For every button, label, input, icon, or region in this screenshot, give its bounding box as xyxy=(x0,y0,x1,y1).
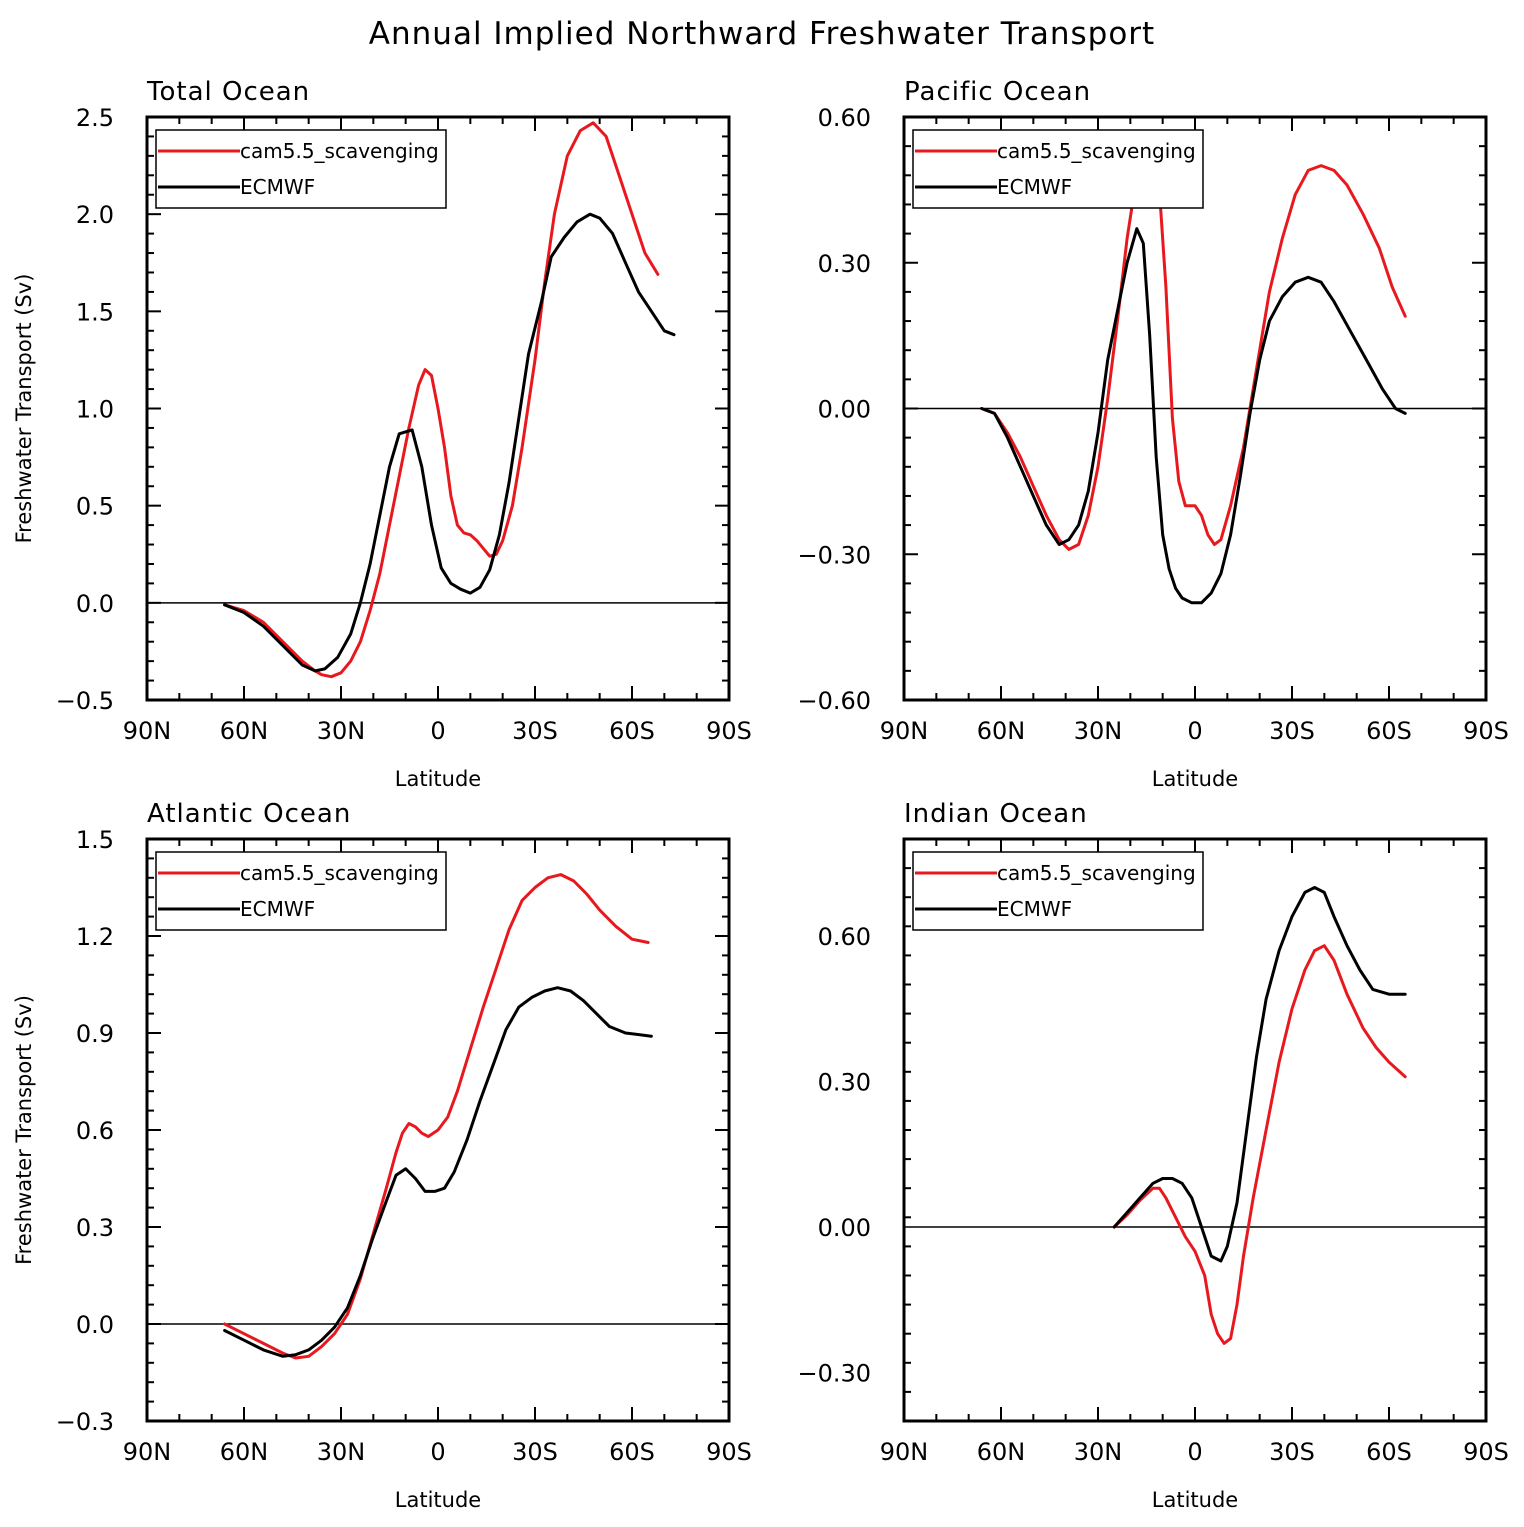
legend-box xyxy=(912,851,1204,931)
x-tick-label: 60N xyxy=(977,717,1026,745)
plot-frame xyxy=(902,837,1488,1423)
legend: cam5.5_scavenging ECMWF xyxy=(912,129,1204,209)
y-tick-label: 1.5 xyxy=(76,298,114,326)
x-tick-label: 90S xyxy=(706,717,752,745)
ecmwf-line xyxy=(1112,886,1407,1263)
x-tick-label: 90S xyxy=(1463,1438,1509,1466)
legend-label-ecmwf: ECMWF xyxy=(997,175,1072,199)
x-tick-label: 0 xyxy=(430,1438,445,1466)
x-tick-label: 90N xyxy=(880,1438,929,1466)
y-tick-label: 0.0 xyxy=(76,590,114,618)
y-tick-label: 0.5 xyxy=(76,493,114,521)
y-axis-label: Freshwater Transport (Sv) xyxy=(12,995,36,1265)
x-tick-label: 90N xyxy=(123,717,172,745)
legend-label-cam5-5-scavenging: cam5.5_scavenging xyxy=(240,139,439,163)
legend: cam5.5_scavenging ECMWF xyxy=(155,851,447,931)
total-ocean-panel: Total Ocean 90N 60N 30N 0 30S 60S 90S −0.5 0.0 0.5… xyxy=(12,77,752,791)
x-tick-label: 30N xyxy=(317,1438,366,1466)
y-tick-label: 0.6 xyxy=(76,1117,114,1145)
y-tick-label: −0.5 xyxy=(56,687,114,715)
x-tick-label: 60S xyxy=(1366,1438,1412,1466)
x-tick-label: 0 xyxy=(430,717,445,745)
plot-frame xyxy=(145,115,731,702)
x-axis-label: Latitude xyxy=(1152,1488,1238,1512)
y-tick-label: 0.3 xyxy=(76,1214,114,1242)
y-tick-label: 0.00 xyxy=(818,396,871,424)
ecmwf-line xyxy=(223,212,676,673)
x-tick-label: 30S xyxy=(1269,1438,1315,1466)
legend: cam5.5_scavenging ECMWF xyxy=(155,129,447,209)
plot-frame xyxy=(145,837,731,1423)
cam5-5-scavenging-line xyxy=(1112,944,1407,1345)
plot-frame xyxy=(902,115,1488,702)
x-tick-label: 90S xyxy=(1463,717,1509,745)
legend-label-cam5-5-scavenging: cam5.5_scavenging xyxy=(240,861,439,885)
y-tick-label: 0.60 xyxy=(818,104,871,132)
panel-title: Pacific Ocean xyxy=(904,77,1091,107)
legend: cam5.5_scavenging ECMWF xyxy=(912,851,1204,931)
x-tick-label: 30N xyxy=(1074,1438,1123,1466)
x-tick-label: 30S xyxy=(512,1438,558,1466)
cam5-5-scavenging-line xyxy=(223,121,660,679)
x-tick-label: 90N xyxy=(123,1438,172,1466)
x-tick-label: 30N xyxy=(1074,717,1123,745)
y-tick-label: 0.00 xyxy=(818,1214,871,1242)
ecmwf-line xyxy=(980,227,1407,605)
y-tick-label: 1.0 xyxy=(76,396,114,424)
legend-label-ecmwf: ECMWF xyxy=(240,897,315,921)
y-tick-label: 0.60 xyxy=(818,923,871,951)
indian-ocean-panel: Indian Ocean 90N 60N 30N 0 30S 60S 90S −0.30 0.00… xyxy=(797,799,1508,1512)
legend-label-cam5-5-scavenging: cam5.5_scavenging xyxy=(997,861,1196,885)
y-axis-label: Freshwater Transport (Sv) xyxy=(12,274,36,544)
panel-title: Indian Ocean xyxy=(904,799,1088,829)
legend-box xyxy=(155,129,447,209)
x-tick-label: 60N xyxy=(220,717,269,745)
x-tick-label: 90N xyxy=(880,717,929,745)
x-tick-label: 30S xyxy=(512,717,558,745)
legend-label-ecmwf: ECMWF xyxy=(997,897,1072,921)
y-tick-label: 2.0 xyxy=(76,201,114,229)
x-tick-label: 60N xyxy=(977,1438,1026,1466)
x-tick-label: 60N xyxy=(220,1438,269,1466)
legend-label-ecmwf: ECMWF xyxy=(240,175,315,199)
y-tick-label: 0.0 xyxy=(76,1311,114,1339)
x-tick-label: 30N xyxy=(317,717,366,745)
x-tick-label: 30S xyxy=(1269,717,1315,745)
x-axis-label: Latitude xyxy=(395,1488,481,1512)
cam5-5-scavenging-line xyxy=(980,144,1407,551)
x-tick-label: 0 xyxy=(1187,717,1202,745)
y-tick-label: 1.2 xyxy=(76,923,114,951)
panel-title: Atlantic Ocean xyxy=(147,799,351,829)
atlantic-ocean-panel: Atlantic Ocean 90N 60N 30N 0 30S 60S 90S −0.3 0.0… xyxy=(12,799,752,1512)
legend-box xyxy=(912,129,1204,209)
y-tick-label: −0.3 xyxy=(56,1408,114,1436)
ecmwf-line xyxy=(223,986,653,1358)
y-tick-label: 0.30 xyxy=(818,250,871,278)
y-tick-label: −0.30 xyxy=(797,1360,871,1388)
legend-box xyxy=(155,851,447,931)
legend-label-cam5-5-scavenging: cam5.5_scavenging xyxy=(997,139,1196,163)
y-tick-label: 1.5 xyxy=(76,826,114,854)
panel-title: Total Ocean xyxy=(146,77,310,107)
y-tick-label: −0.30 xyxy=(797,541,871,569)
x-tick-label: 0 xyxy=(1187,1438,1202,1466)
x-tick-label: 60S xyxy=(609,717,655,745)
y-tick-label: −0.60 xyxy=(797,687,871,715)
figure-title: Annual Implied Northward Freshwater Tran… xyxy=(369,16,1155,52)
y-tick-label: 0.9 xyxy=(76,1020,114,1048)
x-tick-label: 90S xyxy=(706,1438,752,1466)
x-tick-label: 60S xyxy=(1366,717,1412,745)
y-tick-label: 2.5 xyxy=(76,104,114,132)
pacific-ocean-panel: Pacific Ocean 90N 60N 30N 0 30S 60S 90S −0.60 −0.… xyxy=(797,77,1508,791)
y-tick-label: 0.30 xyxy=(818,1069,871,1097)
x-axis-label: Latitude xyxy=(395,767,481,791)
x-tick-label: 60S xyxy=(609,1438,655,1466)
x-axis-label: Latitude xyxy=(1152,767,1238,791)
cam5-5-scavenging-line xyxy=(223,873,650,1360)
